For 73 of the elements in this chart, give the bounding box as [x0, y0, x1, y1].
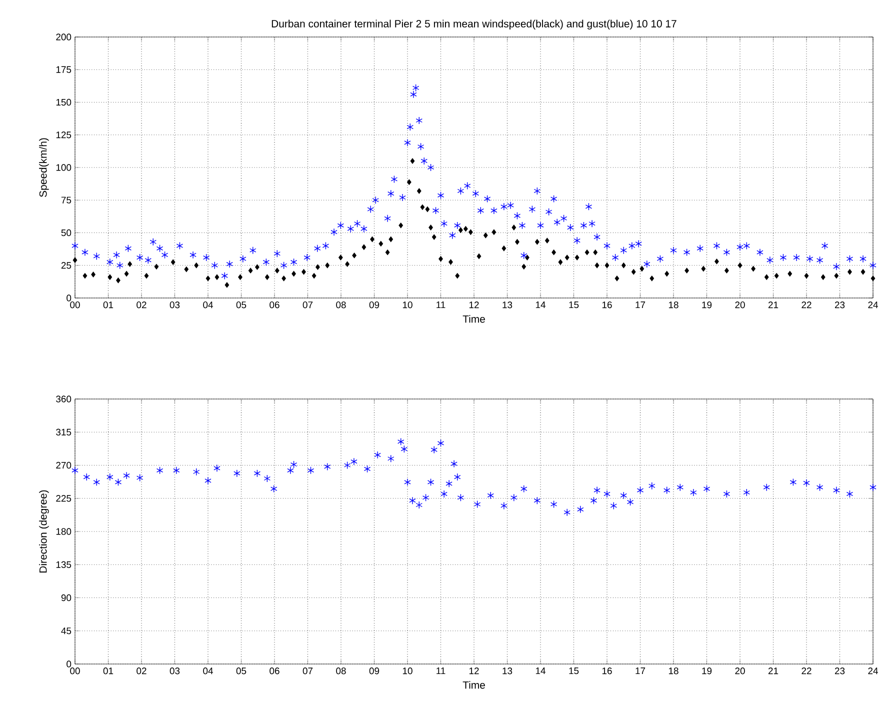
x-tick-label: 22	[802, 668, 812, 674]
x-tick-label: 00	[70, 302, 80, 308]
y-tick-label: 135	[56, 561, 72, 568]
y-tick-label: 75	[61, 196, 72, 204]
x-tick-label: 22	[802, 302, 812, 308]
y-tick-label: 225	[56, 495, 72, 502]
x-tick-label: 14	[536, 302, 546, 308]
x-tick-label: 09	[369, 668, 380, 674]
x-tick-label: 10	[402, 668, 412, 674]
x-axis-title: Time	[462, 681, 485, 689]
y-tick-label: 200	[56, 34, 72, 40]
x-tick-label: 20	[735, 668, 745, 674]
x-tick-label: 07	[302, 302, 313, 308]
x-tick-label: 12	[469, 668, 479, 674]
x-tick-label: 19	[702, 668, 712, 674]
y-tick-label: 45	[61, 628, 72, 634]
x-tick-label: 09	[369, 302, 380, 308]
x-tick-label: 05	[236, 302, 246, 308]
x-tick-label: 10	[402, 302, 412, 308]
x-tick-label: 24	[868, 668, 878, 674]
x-tick-label: 19	[702, 302, 712, 308]
x-tick-label: 08	[336, 668, 346, 674]
x-tick-label: 06	[270, 668, 280, 674]
x-tick-label: 21	[768, 668, 778, 674]
y-tick-label: 100	[56, 164, 72, 171]
x-tick-label: 20	[735, 302, 745, 308]
x-tick-label: 12	[469, 302, 479, 308]
x-tick-label: 15	[569, 302, 579, 308]
x-tick-label: 15	[569, 668, 579, 674]
y-tick-label: 175	[56, 66, 72, 73]
x-tick-label: 21	[768, 302, 778, 308]
x-tick-label: 01	[103, 668, 114, 674]
x-tick-label: 07	[302, 668, 313, 674]
y-tick-label: 180	[56, 528, 72, 535]
x-tick-label: 13	[502, 668, 512, 674]
x-tick-label: 03	[170, 302, 180, 308]
x-tick-label: 16	[602, 668, 612, 674]
y-axis-title: Speed(km/h)	[39, 138, 49, 197]
y-tick-label: 270	[56, 462, 72, 469]
x-tick-label: 23	[834, 668, 845, 674]
x-tick-label: 08	[336, 302, 346, 308]
x-tick-label: 03	[170, 668, 180, 674]
x-tick-label: 04	[203, 668, 213, 674]
y-axis-title: Direction (degree)	[39, 490, 49, 573]
y-tick-label: 125	[56, 132, 72, 138]
chart-title: Durban container terminal Pier 2 5 min mean windspeed(black) and gust(blue) 10 10 17	[272, 20, 676, 30]
x-tick-label: 00	[70, 668, 80, 674]
x-tick-label: 23	[834, 302, 845, 308]
x-tick-label: 01	[103, 302, 114, 308]
x-tick-label: 04	[203, 302, 213, 308]
y-tick-label: 0	[66, 294, 72, 302]
x-tick-label: 18	[668, 302, 678, 308]
x-axis-title: Time	[462, 315, 485, 323]
x-tick-label: 11	[436, 302, 446, 308]
y-tick-label: 25	[61, 262, 72, 269]
y-tick-label: 50	[61, 229, 72, 236]
x-tick-label: 13	[502, 302, 512, 308]
x-tick-label: 16	[602, 302, 612, 308]
x-tick-label: 14	[536, 668, 546, 674]
x-tick-label: 06	[270, 302, 280, 308]
x-tick-label: 11	[436, 668, 446, 674]
y-tick-label: 360	[56, 396, 72, 402]
x-tick-label: 24	[868, 302, 878, 308]
y-tick-label: 0	[66, 660, 72, 668]
x-tick-label: 18	[668, 668, 678, 674]
y-tick-label: 150	[56, 98, 72, 106]
y-tick-label: 315	[56, 428, 72, 436]
x-tick-label: 05	[236, 668, 246, 674]
x-tick-label: 17	[636, 302, 646, 308]
x-tick-label: 17	[636, 668, 646, 674]
y-tick-label: 90	[61, 594, 72, 602]
x-tick-label: 02	[136, 302, 146, 308]
x-tick-label: 02	[136, 668, 146, 674]
